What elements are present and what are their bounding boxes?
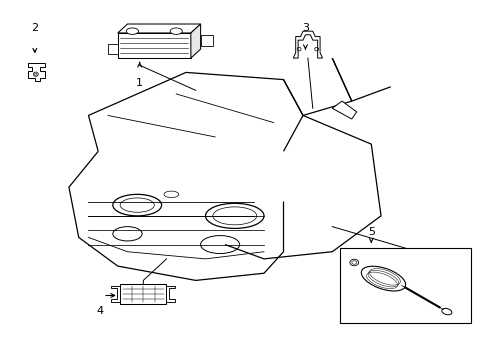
Ellipse shape bbox=[126, 28, 138, 35]
Polygon shape bbox=[293, 31, 322, 58]
Polygon shape bbox=[166, 286, 175, 302]
Polygon shape bbox=[27, 63, 44, 81]
Text: 1: 1 bbox=[136, 78, 143, 88]
Polygon shape bbox=[200, 35, 212, 45]
Text: 5: 5 bbox=[367, 228, 374, 237]
Polygon shape bbox=[118, 24, 200, 33]
Ellipse shape bbox=[349, 259, 358, 266]
Ellipse shape bbox=[441, 309, 451, 315]
Ellipse shape bbox=[361, 266, 405, 291]
Polygon shape bbox=[108, 44, 118, 54]
Text: 3: 3 bbox=[301, 23, 308, 33]
Polygon shape bbox=[111, 286, 120, 302]
Ellipse shape bbox=[170, 28, 182, 35]
Polygon shape bbox=[190, 24, 200, 58]
Polygon shape bbox=[118, 33, 190, 58]
Polygon shape bbox=[331, 101, 356, 119]
Bar bbox=[120, 284, 166, 304]
Text: 4: 4 bbox=[96, 306, 103, 316]
Text: 2: 2 bbox=[31, 23, 39, 33]
Bar bbox=[339, 248, 470, 323]
